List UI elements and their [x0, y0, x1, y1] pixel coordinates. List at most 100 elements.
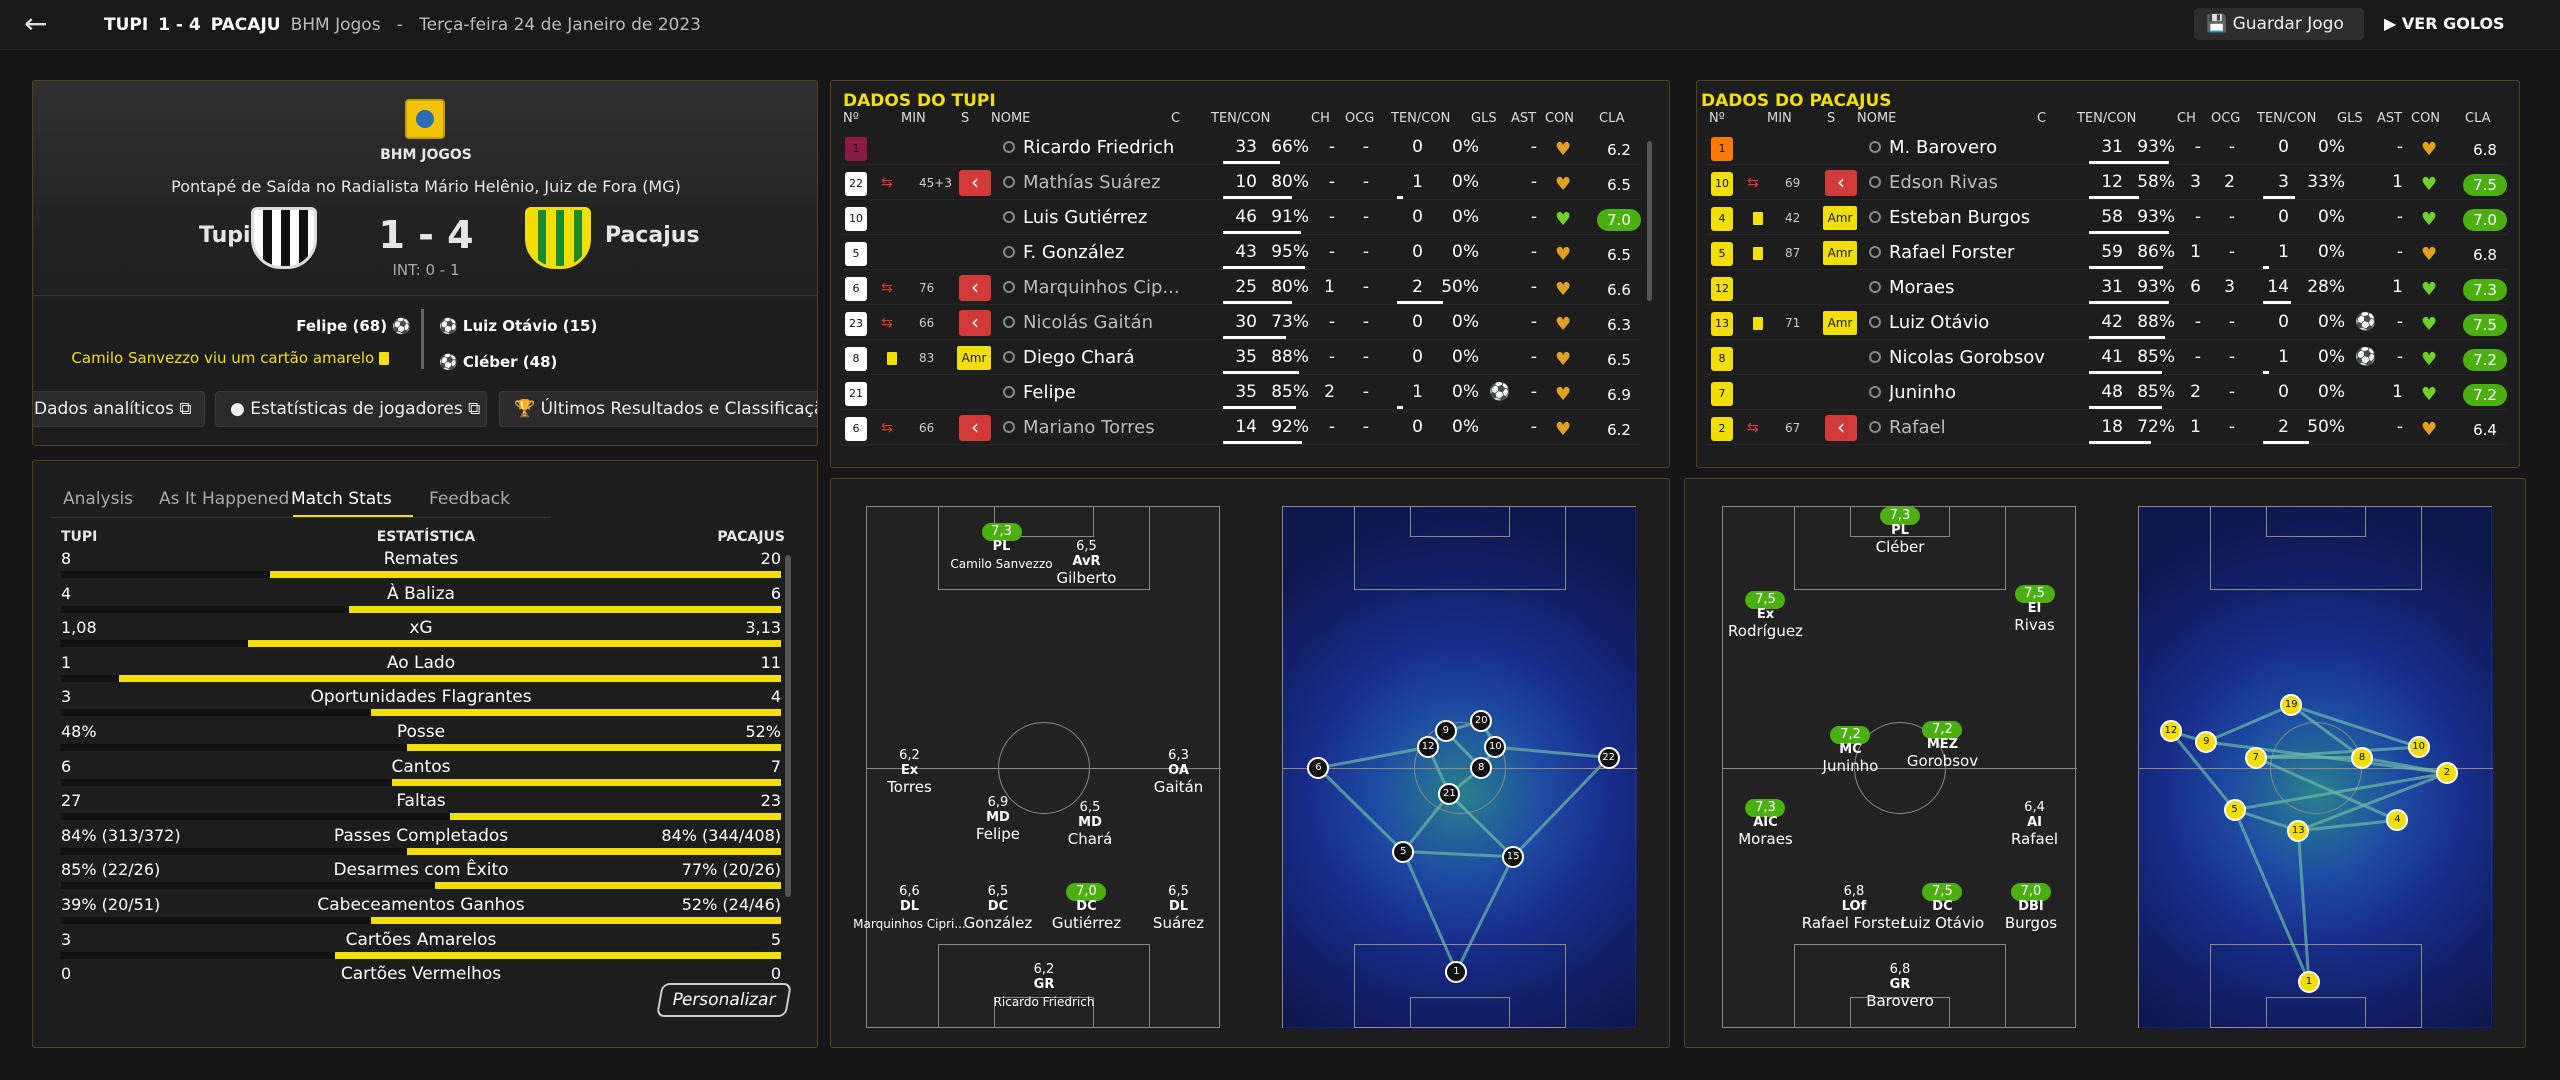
lineup-player[interactable]: DL Marquinhos Cipri...: [849, 899, 969, 932]
player-name[interactable]: Mariano Torres: [1023, 417, 1155, 438]
player-row[interactable]: 23 ⇆ 66 ‹ Nicolás Gaitán 30 73% - -0 0% - ♥ 6.3: [841, 306, 1641, 340]
network-player-node[interactable]: 7: [2244, 746, 2267, 769]
stats-list[interactable]: 8 Remates 20 4 À Baliza 6 1,08 xG 3,13 1…: [33, 549, 819, 979]
lineup-player[interactable]: AvR Gilberto: [1026, 554, 1146, 587]
column-header[interactable]: NOME: [991, 111, 1031, 126]
player-row[interactable]: 5 F. González 43 95% - -0 0% - ♥ 6.5: [841, 236, 1641, 270]
column-header[interactable]: GLS: [2337, 111, 2363, 126]
network-player-node[interactable]: 13: [2287, 819, 2310, 842]
column-header[interactable]: NOME: [1857, 111, 1897, 126]
network-player-node[interactable]: 1: [1445, 960, 1468, 983]
lineup-player[interactable]: DC Gutiérrez: [1026, 899, 1146, 932]
lineup-player[interactable]: LOf Rafael Forster: [1794, 899, 1914, 932]
player-name[interactable]: F. González: [1023, 242, 1125, 263]
column-header[interactable]: AST: [1511, 111, 1537, 126]
back-arrow-icon[interactable]: ←: [24, 7, 48, 40]
player-row[interactable]: 8 83 Amr Diego Chará 35 88% - -0 0% - ♥ 6.5: [841, 341, 1641, 375]
breadcrumb-competition[interactable]: BHM Jogos: [290, 15, 381, 35]
player-row[interactable]: 2 ⇆ 67 ‹ Rafael 18 72% 1-2 50% - ♥ 6.4: [1707, 411, 2507, 445]
lineup-player[interactable]: MD Chará: [1030, 815, 1150, 848]
lineup-player[interactable]: Ex Torres: [849, 763, 969, 796]
network-player-node[interactable]: 5: [1392, 840, 1415, 863]
player-row[interactable]: 4 42 Amr Esteban Burgos 58 93% - -0 0% - ♥ 7.0: [1707, 201, 2507, 235]
column-header[interactable]: CH: [2177, 111, 2196, 126]
player-name[interactable]: Edson Rivas: [1889, 172, 1998, 193]
player-name[interactable]: Nicolás Gaitán: [1023, 312, 1153, 333]
lineup-player[interactable]: MD Felipe: [938, 810, 1058, 843]
player-name[interactable]: Marquinhos Cip...: [1023, 277, 1180, 298]
player-name[interactable]: Nicolas Gorobsov: [1889, 347, 2045, 368]
player-name[interactable]: Luiz Otávio: [1889, 312, 1990, 333]
column-header[interactable]: TEN/CON: [2077, 111, 2137, 126]
lineup-player[interactable]: PL Camilo Sanvezzo: [942, 539, 1062, 572]
tupi-list-scrollbar[interactable]: [1647, 141, 1652, 301]
player-name[interactable]: Rafael: [1889, 417, 1946, 438]
away-team-name[interactable]: Pacajus: [605, 223, 700, 248]
network-player-node[interactable]: 20: [1470, 710, 1493, 733]
network-player-node[interactable]: 21: [1438, 783, 1461, 806]
lineup-player[interactable]: GR Ricardo Friedrich: [984, 977, 1104, 1010]
column-header[interactable]: S: [961, 111, 970, 126]
column-header[interactable]: MIN: [901, 111, 926, 126]
column-header[interactable]: AST: [2377, 111, 2403, 126]
player-row[interactable]: 1 M. Barovero 31 93% - -0 0% - ♥ 6.8: [1707, 131, 2507, 165]
lineup-player[interactable]: DL Suárez: [1119, 899, 1239, 932]
network-player-node[interactable]: 4: [2386, 809, 2409, 832]
column-header[interactable]: OCG: [1345, 111, 1375, 126]
column-header[interactable]: CON: [2411, 111, 2441, 126]
column-header[interactable]: TEN/CON: [2257, 111, 2317, 126]
network-player-node[interactable]: 12: [1417, 736, 1440, 759]
network-player-node[interactable]: 6: [1307, 757, 1330, 779]
lineup-player[interactable]: OA Gaitán: [1119, 763, 1239, 796]
lineup-player[interactable]: DBI Burgos: [1971, 899, 2091, 932]
player-row[interactable]: 10 Luis Gutiérrez 46 91% - -0 0% - ♥ 7.0: [841, 201, 1641, 235]
player-stats-button[interactable]: ● Estatísticas de jogadores ⧉: [215, 391, 487, 427]
network-player-node[interactable]: 2: [2435, 762, 2458, 785]
player-name[interactable]: Juninho: [1889, 382, 1956, 403]
tupi-player-list[interactable]: 1 Ricardo Friedrich 33 66% - -0 0% - ♥ 6.2 22 ⇆ 45+3…: [831, 131, 1651, 451]
lineup-player[interactable]: AIC Moraes: [1705, 815, 1825, 848]
player-row[interactable]: 7 Juninho 48 85% 2 - 0 0% 1 ♥ 7.2: [1707, 376, 2507, 410]
player-name[interactable]: Mathías Suárez: [1023, 172, 1161, 193]
player-name[interactable]: M. Barovero: [1889, 137, 1998, 158]
column-header[interactable]: Nº: [843, 111, 859, 126]
column-header[interactable]: CON: [1545, 111, 1575, 126]
results-button[interactable]: 🏆 Últimos Resultados e Classificação: [499, 391, 817, 427]
lineup-player[interactable]: DC González: [938, 899, 1058, 932]
column-header[interactable]: CH: [1311, 111, 1330, 126]
lineup-player[interactable]: PL Cléber: [1840, 523, 1960, 556]
analytics-button[interactable]: Dados analíticos ⧉: [33, 391, 205, 427]
player-row[interactable]: 10 ⇆ 69 ‹ Edson Rivas 12 58% 3 2 3 33% 1 ♥ 7.5: [1707, 166, 2507, 200]
lineup-player[interactable]: AI Rafael: [1975, 815, 2095, 848]
network-player-node[interactable]: 22: [1597, 746, 1620, 769]
column-header[interactable]: C: [1171, 111, 1181, 126]
player-row[interactable]: 6 ⇆ 66 ‹ Mariano Torres 14 92% - -0 0% - ♥ 6.2: [841, 411, 1641, 445]
player-row[interactable]: 6 ⇆ 76 ‹ Marquinhos Cip... 25 80% 1-2 50% - ♥ 6.6: [841, 271, 1641, 305]
column-header[interactable]: OCG: [2211, 111, 2241, 126]
player-name[interactable]: Felipe: [1023, 382, 1076, 403]
save-match-button[interactable]: 💾 Guardar Jogo: [2194, 8, 2364, 40]
lineup-player[interactable]: EI Rivas: [1975, 601, 2095, 634]
player-row[interactable]: 12 Moraes 31 93% 6 3 14 28% 1 ♥ 7.3: [1707, 271, 2507, 305]
network-player-node[interactable]: 19: [2280, 694, 2303, 717]
column-header[interactable]: TEN/CON: [1391, 111, 1451, 126]
tab-analysis[interactable]: Analysis: [63, 489, 134, 509]
player-row[interactable]: 21 Felipe 35 85% 2-1 0% ⚽ - ♥ 6.9: [841, 376, 1641, 410]
player-name[interactable]: Esteban Burgos: [1889, 207, 2031, 228]
column-header[interactable]: Nº: [1709, 111, 1725, 126]
lineup-player[interactable]: MC Juninho: [1790, 742, 1910, 775]
tab-feedback[interactable]: Feedback: [429, 489, 510, 509]
stats-scrollbar[interactable]: [785, 555, 791, 897]
column-header[interactable]: MIN: [1767, 111, 1792, 126]
tab-match-stats[interactable]: Match Stats: [291, 489, 392, 509]
column-header[interactable]: C: [2037, 111, 2047, 126]
lineup-player[interactable]: MEZ Gorobsov: [1882, 737, 2002, 770]
network-player-node[interactable]: 9: [1434, 720, 1457, 743]
player-name[interactable]: Diego Chará: [1023, 347, 1135, 368]
network-player-node[interactable]: 5: [2223, 798, 2246, 821]
player-row[interactable]: 8 Nicolas Gorobsov 41 85% - -1 0% ⚽ - ♥ 7.2: [1707, 341, 2507, 375]
network-player-node[interactable]: 8: [1470, 757, 1493, 779]
player-name[interactable]: Rafael Forster: [1889, 242, 2015, 263]
player-row[interactable]: 22 ⇆ 45+3 ‹ Mathías Suárez 10 80% - -1 0% - ♥ 6.5: [841, 166, 1641, 200]
tab-as-it-happened[interactable]: As It Happened: [159, 489, 290, 509]
